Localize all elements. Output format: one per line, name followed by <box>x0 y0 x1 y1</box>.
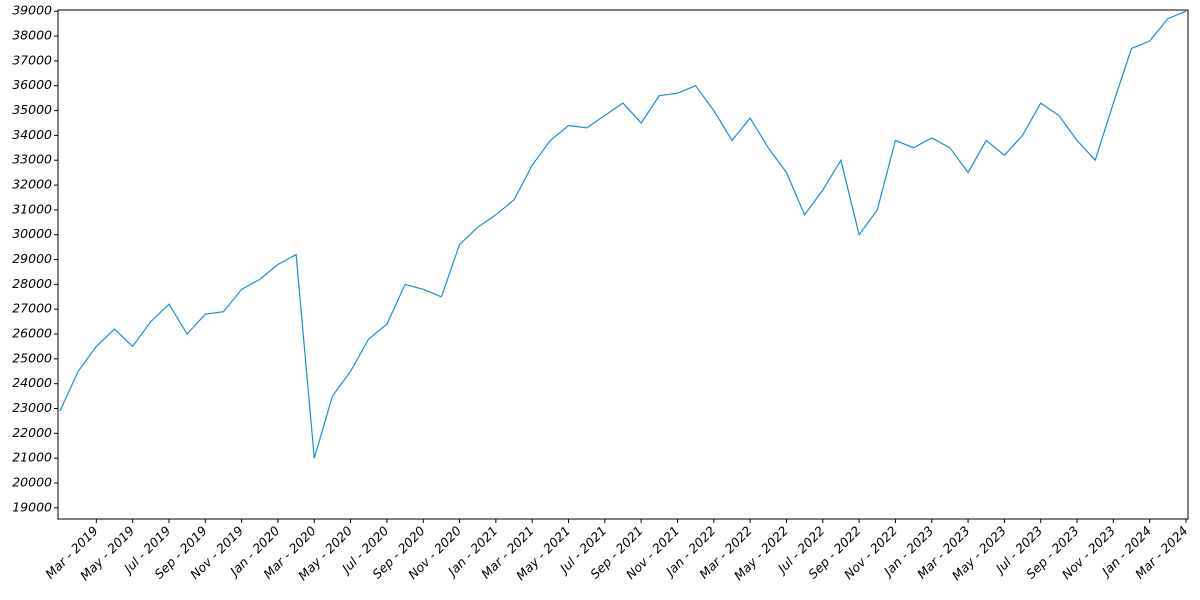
y-tick-label: 21000 <box>12 450 52 465</box>
y-tick-label: 26000 <box>12 326 52 341</box>
y-tick-label: 37000 <box>12 52 52 67</box>
y-tick-label: 33000 <box>12 152 52 167</box>
y-tick-label: 19000 <box>12 499 52 514</box>
y-tick-label: 38000 <box>12 28 52 43</box>
y-tick-label: 23000 <box>12 400 52 415</box>
y-tick-label: 31000 <box>12 201 52 216</box>
y-tick-label: 25000 <box>12 350 52 365</box>
y-tick-label: 28000 <box>12 276 52 291</box>
y-tick-label: 29000 <box>12 251 52 266</box>
plot-frame <box>57 9 1189 520</box>
y-tick-label: 39000 <box>12 3 52 18</box>
y-tick-label: 32000 <box>12 177 52 192</box>
line-series <box>59 10 1187 459</box>
y-tick-label: 34000 <box>12 127 52 142</box>
y-tick-label: 36000 <box>12 77 52 92</box>
y-tick-label: 27000 <box>12 301 52 316</box>
y-tick-label: 24000 <box>12 375 52 390</box>
y-tick-label: 20000 <box>12 474 52 489</box>
y-tick-label: 35000 <box>12 102 52 117</box>
y-tick-label: 22000 <box>12 425 52 440</box>
y-tick-label: 30000 <box>12 226 52 241</box>
